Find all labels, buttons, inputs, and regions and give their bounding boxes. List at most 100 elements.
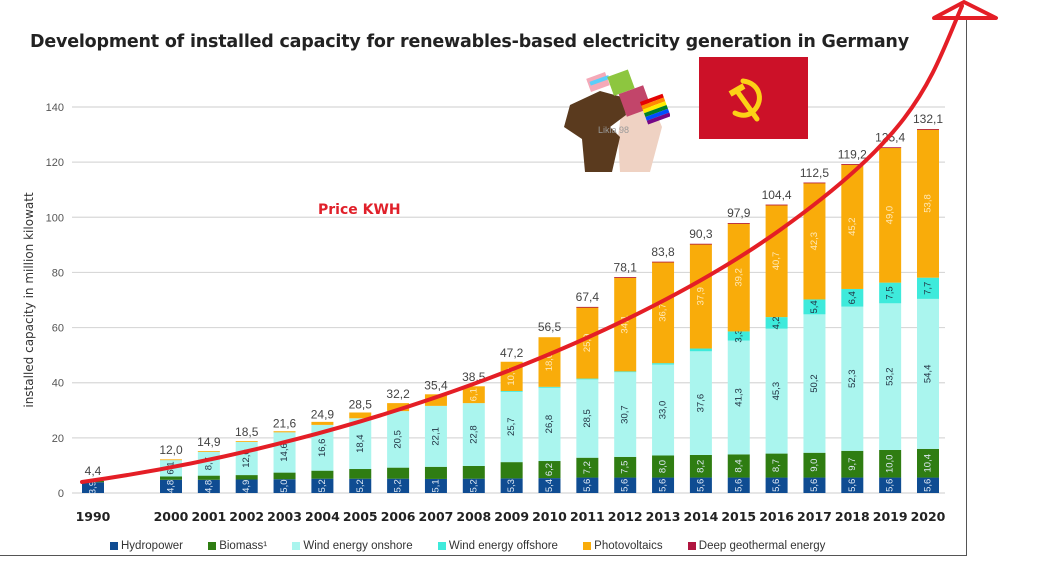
- segment-value-label: 30,7: [620, 405, 631, 424]
- segment-value-label: 5,2: [317, 479, 328, 492]
- total-value-label: 97,9: [727, 206, 751, 220]
- bar-segment-wind-energy-onshore: [576, 379, 599, 458]
- bar-segment-wind-energy-offshore: [652, 363, 675, 365]
- bar-segment-photovoltaics: [727, 223, 750, 332]
- bar-segment-wind-energy-offshore: [727, 331, 750, 341]
- bar-segment-wind-energy-onshore: [614, 372, 637, 457]
- segment-value-label: 25,9: [582, 334, 593, 353]
- bar-segment-biomass: [235, 475, 258, 480]
- bar-segment-biomass: [273, 472, 296, 480]
- bar-segment-biomass: [879, 449, 902, 478]
- bar-segment-wind-energy-onshore: [765, 328, 788, 454]
- bar-segment-hydropower: [614, 477, 637, 493]
- segment-value-label: 45,3: [771, 382, 782, 401]
- bar-segment-deep-geothermal-energy: [614, 277, 637, 278]
- y-tick-label: 40: [52, 378, 64, 390]
- segment-value-label: 3,3: [733, 329, 744, 342]
- bar-segment-wind-energy-onshore: [424, 405, 447, 467]
- bar-segment-hydropower: [652, 477, 675, 493]
- bar-segment-hydropower: [538, 478, 561, 493]
- fist-caption: Likia 98: [598, 125, 629, 135]
- price-kwh-annotation: Price KWH: [318, 202, 401, 218]
- segment-value-label: 50,2: [809, 374, 820, 393]
- bar-segment-deep-geothermal-energy: [917, 129, 939, 130]
- bar-segment-hydropower: [841, 477, 864, 493]
- segment-value-label: 22,1: [430, 427, 441, 446]
- x-axis-labels: 1990 2000 2001 2002 2003 2004 2005 2006 2007 2008…: [76, 509, 946, 524]
- segment-value-label: 5,2: [468, 479, 479, 492]
- frame-border-bottom: [0, 555, 967, 556]
- legend-item: Wind energy onshore: [292, 540, 413, 552]
- x-tick-label: 2018: [835, 509, 870, 524]
- bar-segment-wind-energy-onshore: [841, 306, 864, 451]
- bar-segment-hydropower: [576, 477, 599, 493]
- total-value-label: 78,1: [614, 261, 638, 275]
- y-tick-label: 140: [46, 102, 64, 114]
- bar-segment-biomass: [424, 466, 447, 479]
- bar-segment-deep-geothermal-energy: [652, 261, 675, 263]
- bar-segment-wind-energy-onshore: [879, 303, 902, 450]
- bar-segment-biomass: [538, 461, 561, 479]
- segment-value-label: 5,6: [923, 479, 934, 492]
- chart-title: Development of installed capacity for re…: [30, 32, 909, 52]
- bar-segment-deep-geothermal-energy: [765, 204, 788, 206]
- bar-segment-wind-energy-onshore: [727, 340, 750, 455]
- bar-segment-biomass: [311, 470, 334, 479]
- bar-segment-photovoltaics: [765, 204, 788, 318]
- bar-segment-biomass: [917, 448, 939, 478]
- bar-segment-wind-energy-offshore: [689, 348, 712, 352]
- bar-segment-biomass: [765, 453, 788, 478]
- bar-segment-hydropower: [349, 478, 372, 493]
- total-value-label: 104,4: [762, 188, 792, 202]
- segment-value-label: 6,1: [468, 388, 479, 401]
- bar-segment-wind-energy-onshore: [311, 424, 334, 471]
- segment-value-label: 9,7: [847, 458, 858, 471]
- bar-segment-photovoltaics: [424, 394, 447, 406]
- segment-value-label: 6,4: [847, 291, 858, 304]
- x-tick-label: 2020: [911, 509, 946, 524]
- bar-segment-deep-geothermal-energy: [803, 182, 826, 184]
- bar-segment-biomass: [614, 456, 637, 478]
- price-arrow-overlay: [80, 0, 998, 484]
- legend-item: Deep geothermal energy: [687, 540, 825, 552]
- bar-segment-biomass: [500, 462, 523, 479]
- total-value-label: 12,0: [159, 443, 183, 457]
- bar-segment-hydropower: [311, 478, 334, 493]
- y-tick-label: 120: [46, 157, 64, 169]
- segment-value-label: 5,1: [430, 479, 441, 492]
- segment-value-label: 37,9: [695, 287, 706, 306]
- total-value-label: 4,4: [85, 464, 102, 478]
- bar-segment-wind-energy-onshore: [538, 387, 561, 462]
- total-value-label: 18,5: [235, 425, 259, 439]
- bar-segment-hydropower: [917, 477, 939, 493]
- segment-value-label: 5,6: [885, 479, 896, 492]
- x-tick-label: 2009: [494, 509, 529, 524]
- bar-segment-hydropower: [689, 477, 712, 493]
- total-value-label: 28,5: [349, 397, 373, 411]
- segment-value-label: 37,6: [695, 394, 706, 413]
- segment-value-label: 7,5: [620, 461, 631, 474]
- bar-segment-hydropower: [82, 482, 104, 493]
- segment-value-label: 5,6: [733, 479, 744, 492]
- segment-value-label: 8,4: [733, 459, 744, 472]
- bar-segment-hydropower: [160, 479, 182, 493]
- bar-segment-deep-geothermal-energy: [727, 223, 750, 224]
- bar-segment-hydropower: [424, 478, 447, 493]
- x-tick-label: 2012: [608, 509, 643, 524]
- bar-segment-biomass: [841, 450, 864, 478]
- bar-segment-photovoltaics: [349, 412, 372, 419]
- frame-border-right: [966, 20, 967, 555]
- bar-segment-hydropower: [879, 477, 902, 493]
- bar-segment-photovoltaics: [841, 164, 864, 289]
- segment-value-label: 5,6: [582, 479, 593, 492]
- bar-segment-wind-energy-onshore: [387, 411, 410, 468]
- bar-segment-photovoltaics: [311, 421, 334, 425]
- segment-value-label: 22,8: [468, 425, 479, 444]
- x-tick-label: 2016: [759, 509, 794, 524]
- bar-segment-hydropower: [462, 478, 485, 493]
- segment-value-label: 5,6: [771, 479, 782, 492]
- segment-value-label: 5,6: [809, 479, 820, 492]
- bar-segment-photovoltaics: [652, 261, 675, 364]
- segment-value-label: 10,6: [506, 367, 517, 386]
- bar-segment-wind-energy-onshore: [349, 418, 372, 470]
